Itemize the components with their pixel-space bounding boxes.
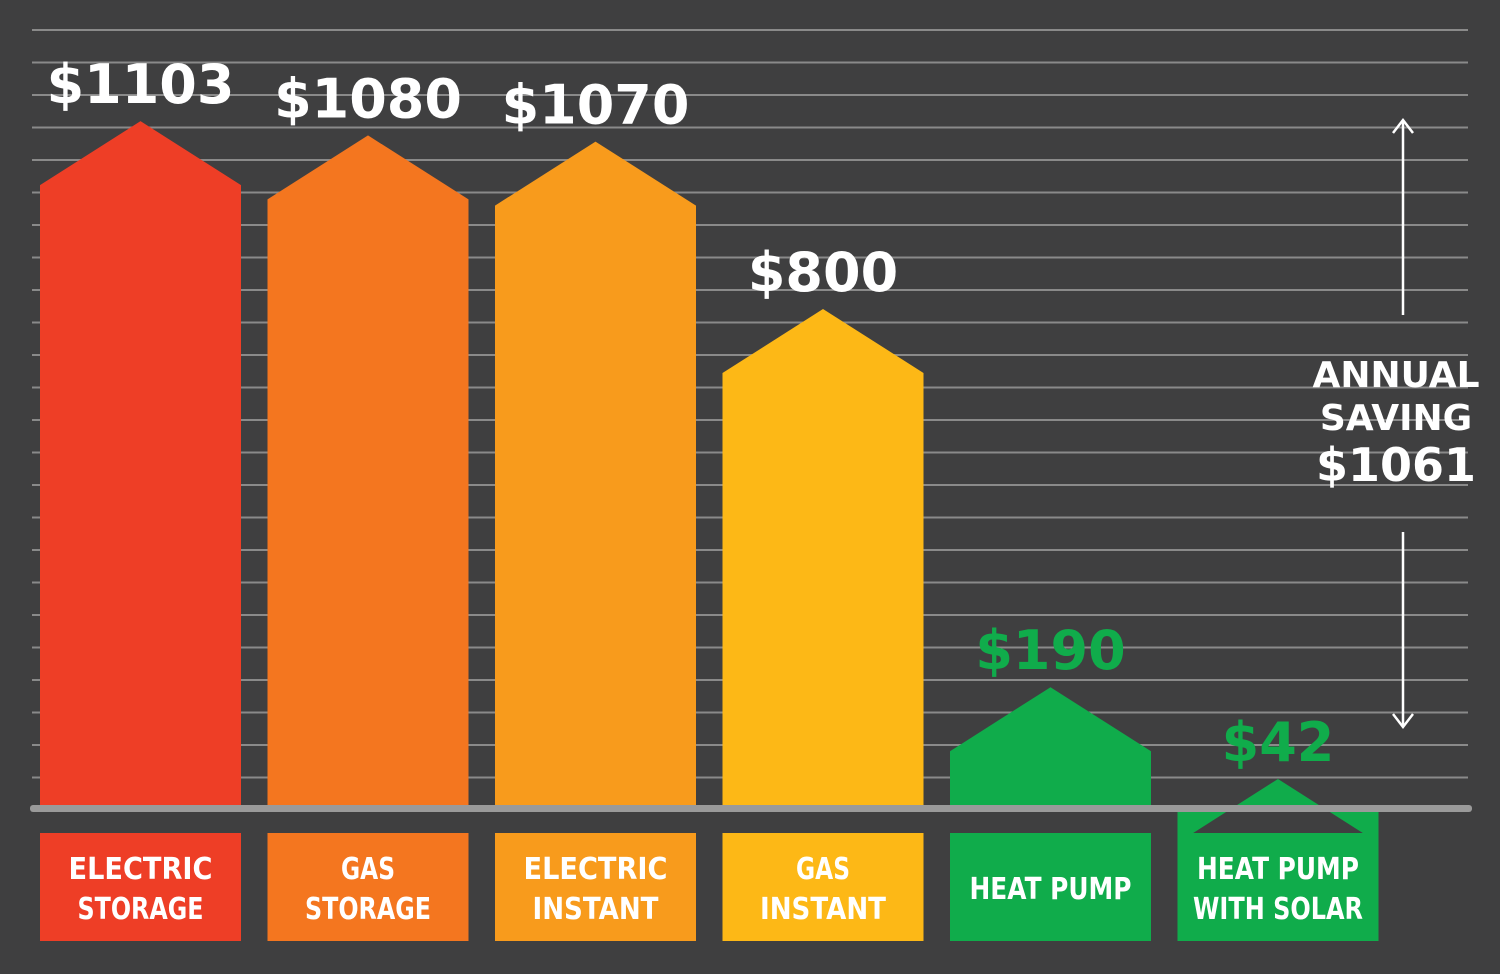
bar-value-label: $42: [1222, 711, 1335, 774]
saving-annotation: ANNUAL SAVING $1061: [1312, 117, 1480, 730]
category-label: INSTANT: [533, 892, 659, 927]
category-label: HEAT PUMP: [1197, 852, 1359, 887]
bars: $1103 $1080 $1070 $800 $190 $42: [40, 53, 1379, 843]
saving-amount: $1061: [1316, 438, 1476, 492]
bar: [722, 309, 924, 805]
bar-value-label: $1103: [47, 53, 235, 116]
bar: [495, 141, 696, 806]
bar-value-label: $1070: [502, 74, 690, 137]
baseline: [30, 805, 1472, 812]
category-box: [495, 833, 696, 941]
category-label: STORAGE: [78, 892, 204, 927]
category-labels: ELECTRIC STORAGE GAS STORAGE ELECTRIC INSTANT…: [40, 833, 1379, 941]
bar-value-label: $190: [975, 619, 1125, 682]
category-label: GAS: [796, 852, 850, 887]
saving-line-2: SAVING: [1320, 398, 1472, 439]
category-box: [40, 833, 241, 941]
category-box: [722, 833, 924, 941]
saving-arrow-up-head: [1392, 117, 1414, 134]
saving-arrow-down-head: [1392, 713, 1414, 730]
bar-value-label: $1080: [274, 67, 462, 130]
bar: [950, 687, 1151, 805]
category-label: STORAGE: [305, 892, 431, 927]
category-label: ELECTRIC: [524, 852, 668, 887]
category-box: [950, 833, 1151, 941]
category-box: [1177, 833, 1379, 941]
bar-value-label: $800: [748, 241, 898, 304]
category-label: ELECTRIC: [69, 852, 213, 887]
bar: [267, 135, 469, 805]
category-label: GAS: [341, 852, 395, 887]
category-label: INSTANT: [760, 892, 886, 927]
saving-line-1: ANNUAL: [1312, 355, 1479, 396]
category-label: WITH SOLAR: [1193, 892, 1363, 927]
bar: [40, 121, 241, 805]
category-box: [267, 833, 469, 941]
category-label: HEAT PUMP: [970, 872, 1132, 907]
